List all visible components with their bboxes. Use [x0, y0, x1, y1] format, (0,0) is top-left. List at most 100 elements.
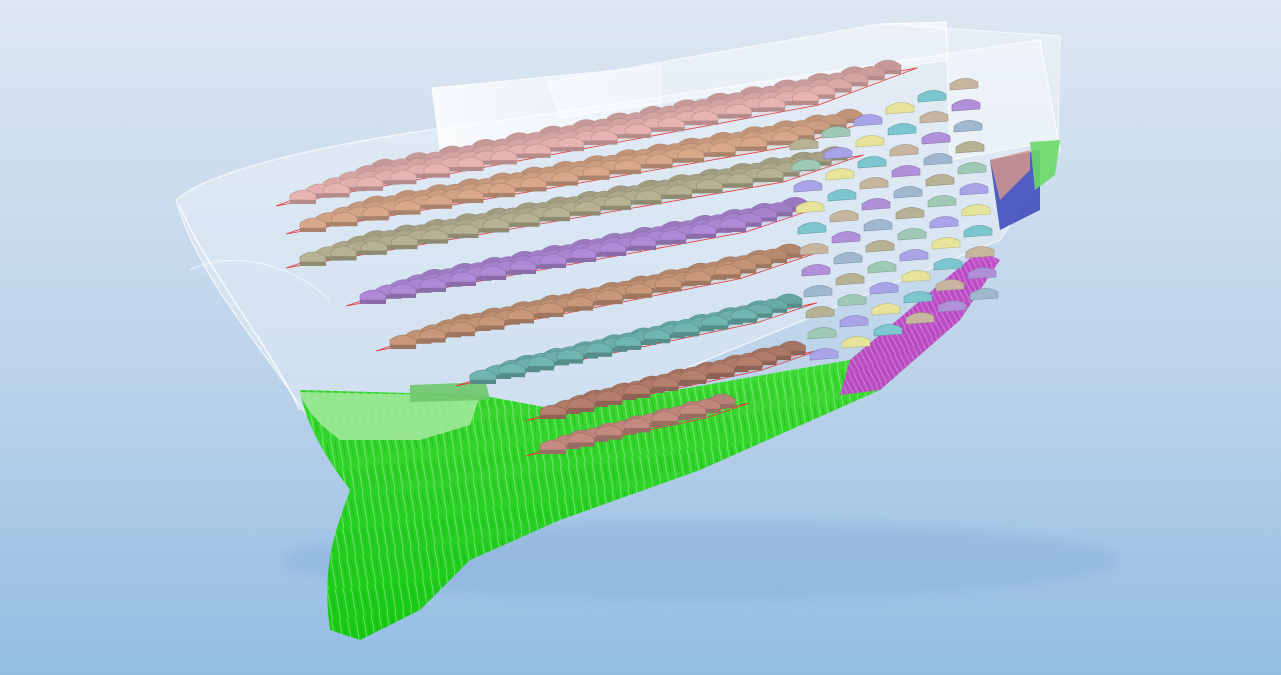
aft-cargo-pod: [873, 324, 903, 337]
cargo-pod-base: [694, 409, 721, 413]
cargo-pod: [509, 259, 537, 271]
cargo-pod-base: [435, 333, 461, 338]
aft-cargo-pod: [833, 252, 863, 265]
cargo-pod-base: [373, 180, 400, 185]
aft-cargo-pod: [827, 189, 857, 202]
aft-cargo-pod: [835, 273, 865, 286]
cargo-pod-base: [680, 414, 706, 418]
cargo-pod-base: [678, 158, 704, 163]
cargo-pod-base: [290, 200, 316, 204]
cargo-pod-base: [772, 141, 799, 145]
cargo-pod-base: [610, 396, 637, 400]
cargo-pod-base: [407, 239, 434, 244]
cargo-pod: [725, 104, 752, 115]
cargo-pod-base: [582, 301, 609, 306]
cargo-pod-base: [599, 170, 626, 175]
cargo-pod-base: [757, 178, 784, 182]
cargo-pod-base: [554, 445, 581, 449]
cargo-pod: [691, 110, 719, 122]
cargo-pod: [624, 123, 652, 135]
cargo-pod: [389, 283, 417, 295]
cargo-pod-base: [442, 199, 468, 204]
cargo-pod-base: [759, 107, 785, 112]
aft-cargo-pod: [859, 177, 889, 190]
aft-cargo-pod: [861, 198, 891, 211]
cargo-pod: [651, 376, 679, 388]
cargo-pod: [524, 143, 551, 155]
cargo-pod: [707, 362, 735, 374]
cargo-pod-base: [540, 450, 566, 454]
cargo-pod-base: [499, 373, 525, 378]
cargo-pod-base: [702, 325, 728, 330]
cargo-pod-base: [825, 88, 852, 93]
cargo-pod-base: [330, 256, 357, 261]
cargo-pod: [539, 404, 567, 416]
cargo-pod: [299, 251, 327, 263]
cargo-pod-base: [731, 318, 757, 323]
cargo-pod-base: [626, 293, 652, 298]
cargo-pod-base: [675, 121, 701, 126]
cargo-pod-base: [625, 134, 651, 138]
cargo-pod-base: [688, 327, 714, 332]
cargo-pod-base: [554, 410, 581, 414]
cargo-pod-base: [596, 300, 623, 305]
cargo-pod: [677, 148, 705, 159]
cargo-pod-base: [635, 200, 662, 205]
cargo-pod: [356, 176, 384, 188]
cargo-pod: [323, 183, 350, 194]
aft-cargo-pod: [951, 99, 981, 112]
cargo-pod-base: [820, 124, 847, 129]
aft-cargo-pod: [963, 225, 993, 238]
cargo-pod-base: [596, 401, 622, 405]
cargo-pod-base: [645, 240, 672, 245]
cargo-pod-base: [776, 253, 803, 258]
aft-cargo-pod: [895, 207, 925, 220]
cargo-pod-base: [316, 222, 342, 227]
cargo-pod: [665, 184, 693, 196]
cargo-pod: [714, 264, 741, 275]
cargo-pod: [479, 265, 507, 277]
cargo-pod-base: [736, 366, 762, 370]
aft-cargo-pod: [903, 291, 933, 304]
cargo-pod-base: [743, 178, 769, 183]
cargo-pod: [596, 290, 623, 301]
cargo-pod-base: [590, 206, 617, 211]
cargo-pod: [820, 114, 847, 125]
cargo-pod-base: [666, 382, 693, 386]
aft-cargo-pod: [957, 162, 987, 175]
cargo-pod: [331, 212, 358, 223]
aft-cargo-pod: [853, 114, 883, 127]
cargo-pod-base: [574, 141, 601, 145]
cargo-pod-base: [714, 274, 741, 279]
cargo-pod-base: [513, 222, 540, 227]
cargo-pod-base: [666, 416, 693, 421]
cargo-pod-base: [361, 250, 387, 255]
cargo-pod-base: [765, 356, 791, 360]
cargo-pod-base: [528, 366, 554, 371]
aft-cargo-pod: [927, 195, 957, 208]
cargo-pod-base: [652, 387, 678, 391]
cargo-pod-base: [450, 282, 476, 286]
cargo-pod: [792, 90, 819, 102]
cargo-pod-base: [788, 135, 815, 140]
cargo-pod: [359, 289, 387, 301]
cargo-pod-base: [568, 408, 594, 412]
cargo-pod-base: [582, 437, 609, 442]
aft-cargo-pod: [805, 306, 835, 319]
cargo-pod-base: [468, 228, 495, 233]
aft-cargo-pod: [899, 249, 929, 262]
cargo-pod-base: [410, 205, 437, 210]
cargo-pod-base: [605, 206, 631, 210]
aft-cargo-pod: [799, 243, 829, 256]
cargo-pod-base: [712, 183, 739, 188]
cargo-pod-base: [766, 212, 793, 217]
cargo-pod-base: [694, 375, 721, 379]
cargo-pod-base: [586, 352, 612, 357]
cargo-pod-base: [357, 186, 383, 191]
cargo-pod: [543, 207, 571, 218]
cargo-pod-base: [615, 346, 641, 350]
cargo-pod-base: [659, 334, 685, 339]
cargo-pod-base: [644, 339, 670, 344]
cargo-pod: [709, 142, 736, 153]
cargo-pod-base: [709, 152, 736, 157]
